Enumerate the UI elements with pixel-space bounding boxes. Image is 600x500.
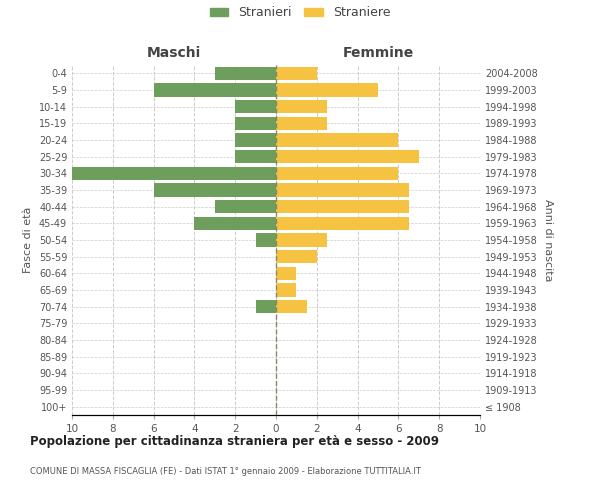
Bar [276,134,398,146]
Bar [256,300,276,314]
Text: Maschi: Maschi [147,46,201,60]
Bar [154,184,276,196]
Bar [194,216,276,230]
Bar [276,200,409,213]
Text: Popolazione per cittadinanza straniera per età e sesso - 2009: Popolazione per cittadinanza straniera p… [30,435,439,448]
Bar [235,116,276,130]
Bar [276,66,317,80]
Bar [276,150,419,164]
Bar [215,200,276,213]
Bar [276,166,398,180]
Bar [235,150,276,164]
Bar [215,66,276,80]
Bar [276,234,327,246]
Bar [276,184,409,196]
Bar [276,84,378,96]
Legend: Stranieri, Straniere: Stranieri, Straniere [209,6,391,19]
Bar [276,266,296,280]
Text: Femmine: Femmine [343,46,413,60]
Bar [276,300,307,314]
Bar [276,250,317,264]
Bar [72,166,276,180]
Y-axis label: Anni di nascita: Anni di nascita [543,198,553,281]
Text: COMUNE DI MASSA FISCAGLIA (FE) - Dati ISTAT 1° gennaio 2009 - Elaborazione TUTTI: COMUNE DI MASSA FISCAGLIA (FE) - Dati IS… [30,468,421,476]
Bar [256,234,276,246]
Bar [235,100,276,114]
Y-axis label: Fasce di età: Fasce di età [23,207,33,273]
Bar [154,84,276,96]
Bar [276,284,296,296]
Bar [276,216,409,230]
Bar [276,100,327,114]
Bar [235,134,276,146]
Bar [276,116,327,130]
